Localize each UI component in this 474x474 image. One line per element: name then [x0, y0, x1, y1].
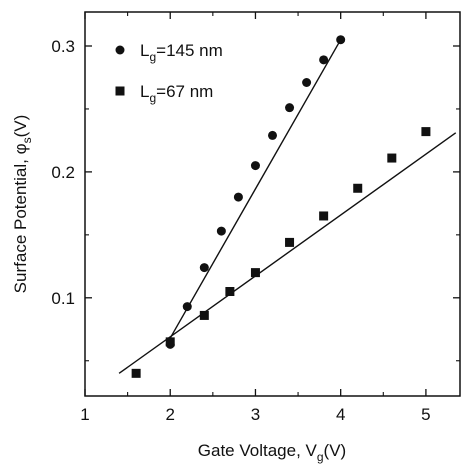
legend: Lg=145 nm Lg=67 nm	[115, 41, 223, 105]
x-tick-label: 2	[165, 405, 174, 424]
fit-line-series-0	[169, 39, 342, 339]
y-axis-title: Surface Potential, φs(V)	[11, 115, 34, 294]
point-square	[285, 237, 295, 247]
point-square	[165, 337, 175, 347]
plot-frame	[84, 11, 461, 397]
point-circle	[216, 226, 226, 236]
y-tick-label: 0.3	[51, 37, 75, 56]
x-tick-label: 1	[80, 405, 89, 424]
point-circle	[199, 263, 209, 273]
point-square	[199, 310, 209, 320]
point-square	[421, 127, 431, 137]
point-square	[225, 287, 235, 297]
point-square	[353, 183, 363, 193]
y-tick-label: 0.2	[51, 163, 75, 182]
point-circle	[336, 35, 346, 45]
point-square	[319, 211, 329, 221]
y-tick-label: 0.1	[51, 289, 75, 308]
point-circle	[302, 78, 312, 88]
data-points	[131, 35, 431, 378]
point-square	[387, 153, 397, 163]
point-circle	[285, 103, 295, 113]
point-circle	[250, 161, 260, 171]
axis-ticks: 1 2 3 4 5 0.1 0.2 0.3	[51, 12, 460, 424]
point-circle	[233, 192, 243, 202]
point-circle	[319, 55, 329, 65]
legend-label-67nm: Lg=67 nm	[140, 82, 213, 105]
x-tick-label: 5	[421, 405, 430, 424]
legend-label-145nm: Lg=145 nm	[140, 41, 223, 64]
point-circle	[182, 302, 192, 312]
point-square	[131, 368, 141, 378]
legend-marker-circle	[115, 45, 125, 55]
x-tick-label: 3	[251, 405, 260, 424]
x-tick-label: 4	[336, 405, 345, 424]
x-axis-title: Gate Voltage, Vg(V)	[198, 441, 346, 464]
fit-lines	[118, 39, 457, 374]
point-circle	[268, 130, 277, 140]
fit-line-series-1	[118, 132, 457, 374]
point-square	[250, 268, 260, 278]
legend-marker-square	[115, 86, 125, 96]
